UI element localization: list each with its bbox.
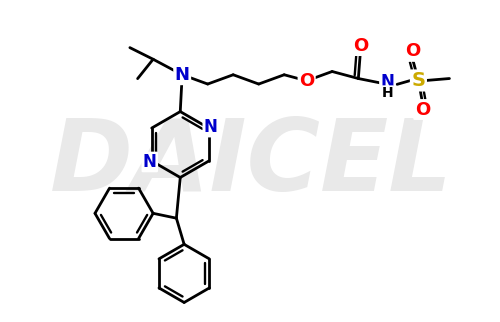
- Text: N: N: [174, 66, 190, 84]
- Text: N: N: [204, 118, 218, 136]
- Text: S: S: [412, 71, 426, 90]
- Text: O: O: [299, 72, 314, 90]
- Text: O: O: [405, 43, 420, 61]
- Text: DAICEL: DAICEL: [50, 115, 452, 213]
- Text: O: O: [414, 100, 430, 118]
- Text: O: O: [352, 37, 368, 54]
- Text: H: H: [382, 86, 393, 100]
- Text: N: N: [380, 73, 394, 91]
- Text: N: N: [143, 153, 156, 171]
